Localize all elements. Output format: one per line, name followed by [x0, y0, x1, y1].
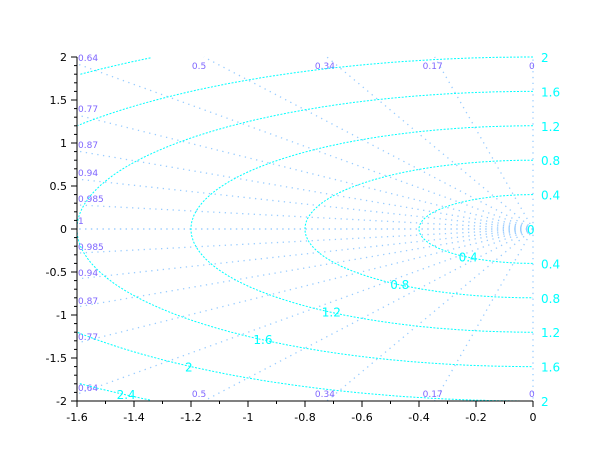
y-tick-label: 1.5 [50, 94, 68, 107]
frequency-label-right: 2 [541, 395, 549, 409]
y-tick-label: 0.5 [50, 180, 68, 193]
frequency-label: 0.4 [459, 251, 478, 265]
damping-line [76, 63, 534, 230]
damping-label: 0.985 [78, 195, 104, 205]
frequency-label: 2 [185, 361, 193, 375]
y-tick-label: 1 [60, 137, 67, 150]
damping-label: 0 [529, 390, 535, 400]
frequency-curve [79, 57, 151, 75]
damping-label: 0.985 [78, 243, 104, 253]
damping-label: 0.94 [78, 169, 98, 179]
damping-line [203, 56, 534, 230]
frequency-label: 0.8 [390, 278, 409, 292]
damping-label: 0.5 [192, 390, 206, 400]
frequency-label-right: 2 [541, 51, 549, 65]
damping-line [76, 150, 534, 230]
x-tick-label: -0.2 [465, 411, 486, 424]
frequency-label-right: 1.6 [541, 85, 560, 99]
damping-label: 1 [78, 217, 84, 227]
damping-line [326, 56, 534, 230]
damping-label: 0.87 [78, 141, 98, 151]
frequency-label-right: 1.2 [541, 326, 560, 340]
damping-line [76, 228, 534, 308]
frequency-label-right: 0.4 [541, 189, 560, 203]
frequency-label-right: 1.6 [541, 361, 560, 375]
frequency-curve [77, 332, 533, 402]
frequency-label: 1.6 [253, 333, 272, 347]
damping-line [76, 114, 534, 230]
x-tick-label: -1 [243, 411, 254, 424]
frequency-label-right: 0.8 [541, 292, 560, 306]
damping-label: 0 [529, 62, 535, 72]
damping-label: 0.17 [423, 390, 443, 400]
frequency-label-right: 1.2 [541, 120, 560, 134]
y-tick-label: 2 [60, 51, 67, 64]
damping-label: 0.94 [78, 269, 98, 279]
x-tick-label: 0 [530, 411, 537, 424]
frequency-curve [79, 383, 151, 401]
frequency-label-right: 0.8 [541, 154, 560, 168]
y-tick-label: -1 [56, 309, 67, 322]
x-tick-label: -0.6 [351, 411, 372, 424]
damping-line [434, 56, 534, 230]
damping-label: 0.34 [315, 62, 335, 72]
damping-label: 0.64 [78, 384, 98, 394]
x-tick-label: -1.6 [66, 411, 87, 424]
frequency-label: 2.4 [117, 388, 136, 402]
y-tick-label: -2 [56, 395, 67, 408]
damping-label: 0.17 [423, 62, 443, 72]
damping-line [76, 178, 534, 230]
y-tick-label: -1.5 [46, 352, 67, 365]
frequency-curve [418, 194, 533, 264]
damping-label: 0.77 [78, 333, 98, 343]
damping-label: 0.87 [78, 297, 98, 307]
y-tick-label: 0 [60, 223, 67, 236]
damping-line [76, 228, 534, 344]
frequency-curve [76, 90, 533, 368]
damping-label: 0.77 [78, 105, 98, 115]
frequency-curve [77, 56, 533, 126]
origin-label: 0 [527, 223, 535, 237]
frequency-label-right: 0.4 [541, 257, 560, 271]
x-tick-label: -0.4 [408, 411, 429, 424]
x-tick-label: -1.2 [180, 411, 201, 424]
frequency-curve [304, 159, 533, 299]
damping-line [434, 228, 534, 402]
damping-label: 0.64 [78, 54, 98, 64]
damping-line [203, 228, 534, 402]
damping-label: 0.5 [192, 62, 206, 72]
x-tick-label: -1.4 [123, 411, 144, 424]
damping-line [76, 204, 534, 230]
x-tick-label: -0.8 [294, 411, 315, 424]
damping-line [76, 228, 534, 254]
y-tick-label: -0.5 [46, 266, 67, 279]
frequency-label: 1.2 [322, 306, 341, 320]
damping-line [76, 228, 534, 280]
damping-line [326, 228, 534, 402]
damping-label: 0.34 [315, 390, 335, 400]
frequency-curve [190, 125, 533, 333]
